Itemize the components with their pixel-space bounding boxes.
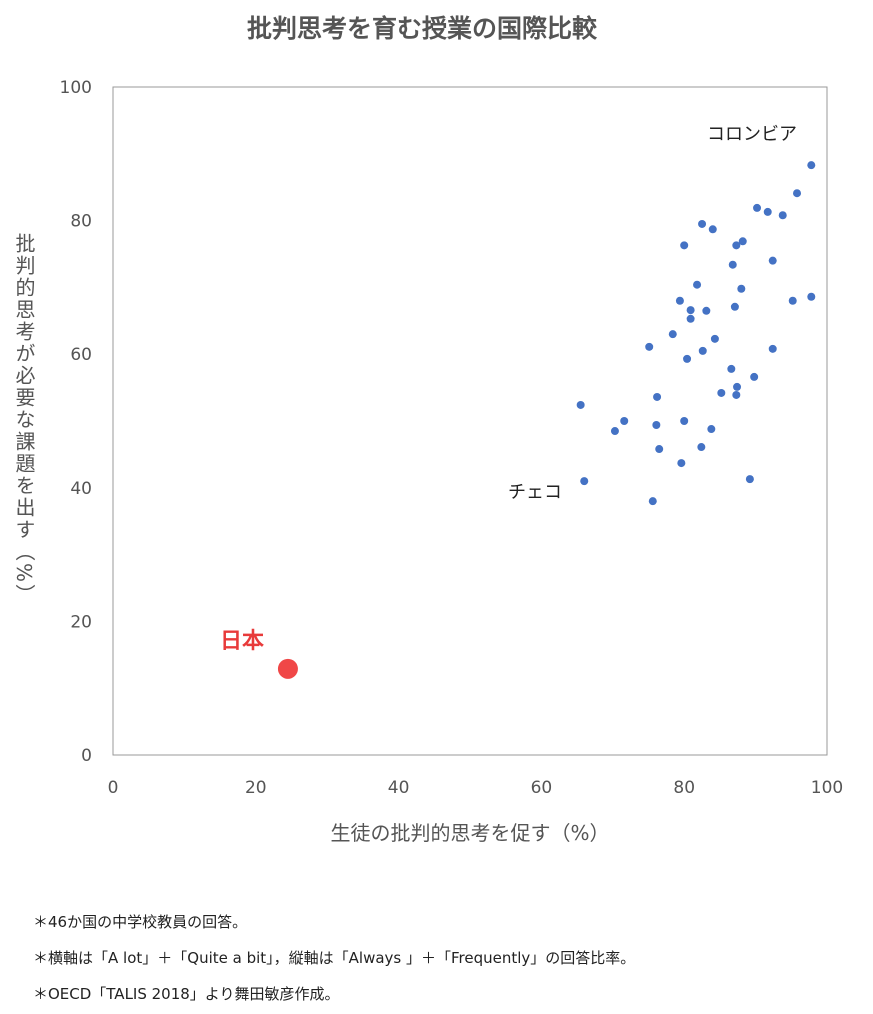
x-tick-label: 0 xyxy=(108,778,119,798)
x-tick-label: 100 xyxy=(811,778,843,798)
note: ＊横軸は「A lot」＋「Quite a bit」，縦軸は「Always 」＋「… xyxy=(33,949,636,967)
point xyxy=(745,475,754,484)
y-tick-label: 80 xyxy=(70,212,92,232)
point xyxy=(737,284,746,293)
point xyxy=(645,342,654,351)
point xyxy=(668,330,677,339)
point xyxy=(652,421,661,430)
point xyxy=(768,256,777,265)
point xyxy=(610,427,619,436)
point xyxy=(693,280,702,289)
note: ＊46か国の中学校教員の回答。 xyxy=(33,913,248,931)
point xyxy=(750,372,759,381)
point xyxy=(702,306,711,315)
point xyxy=(653,392,662,401)
point xyxy=(763,207,772,216)
point xyxy=(778,211,787,220)
point xyxy=(686,314,695,323)
point xyxy=(680,241,689,250)
point xyxy=(648,497,657,506)
point xyxy=(680,417,689,425)
y-tick-label: 20 xyxy=(70,612,92,632)
y-tick-label: 100 xyxy=(60,78,92,98)
point xyxy=(708,225,717,234)
point xyxy=(728,260,737,269)
point xyxy=(793,189,802,198)
notes: ＊46か国の中学校教員の回答。 ＊横軸は「A lot」＋「Quite a bit」… xyxy=(33,904,635,1012)
x-axis-label: 生徒の批判的思考を促す（%） xyxy=(330,821,609,845)
annotation: チェコ xyxy=(508,482,562,503)
point xyxy=(683,354,692,363)
point xyxy=(753,203,762,212)
point xyxy=(807,161,816,170)
point xyxy=(677,459,686,468)
point xyxy=(698,219,707,228)
point xyxy=(732,241,741,250)
annotation: コロンビア xyxy=(707,124,797,145)
point xyxy=(620,417,629,425)
point xyxy=(576,400,585,409)
point xyxy=(717,388,726,397)
x-tick-label: 80 xyxy=(673,778,695,798)
chart-title: 批判思考を育む授業の国際比較 xyxy=(247,14,598,43)
point xyxy=(707,425,716,434)
point xyxy=(730,302,739,311)
point xyxy=(807,292,816,301)
point xyxy=(738,237,747,246)
x-tick-label: 20 xyxy=(245,778,267,798)
point xyxy=(580,477,589,486)
point xyxy=(768,344,777,353)
point xyxy=(697,443,706,452)
y-tick-label: 40 xyxy=(70,479,92,499)
point xyxy=(686,306,695,315)
chart: 批判思考を育む授業の国際比較 生徒の批判的思考を促す（%） 0 20 40 60 80 1… xyxy=(60,14,844,845)
point xyxy=(655,445,664,454)
x-tick-label: 60 xyxy=(531,778,553,798)
x-tick-label: 40 xyxy=(388,778,410,798)
y-tick-label: 60 xyxy=(70,345,92,365)
plot-area xyxy=(112,86,828,756)
y-tick-label: 0 xyxy=(81,746,92,766)
y-axis-label: 批判的思考が必要な課題を出す（%） xyxy=(12,233,36,607)
point xyxy=(732,390,741,399)
point xyxy=(788,296,797,305)
point xyxy=(675,296,684,305)
point xyxy=(277,658,298,679)
point xyxy=(698,346,707,355)
point xyxy=(733,382,742,391)
note: ＊OECD「TALIS 2018」より舞田敏彦作成。 xyxy=(33,985,340,1003)
point xyxy=(727,364,736,373)
annotation: 日本 xyxy=(220,629,264,654)
point xyxy=(710,334,719,343)
